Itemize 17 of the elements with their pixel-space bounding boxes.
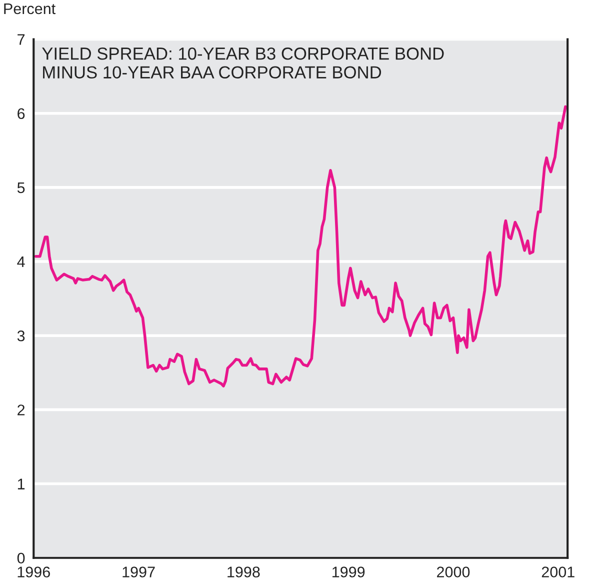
y-tick-label: 4 <box>17 256 25 268</box>
x-tick-label: 1997 <box>122 566 155 578</box>
x-tick-label: 1996 <box>18 566 50 578</box>
x-tick-label: 2000 <box>437 566 470 578</box>
y-tick-label: 1 <box>18 478 25 490</box>
y-tick-label: 3 <box>17 330 25 342</box>
text: YIELD SPREAD: 10-YEAR B3 CORPORATE BOND MINUS 10-YEAR BAA CORPORATE BOND <box>42 48 444 78</box>
y-axis-title: Percent <box>4 3 56 14</box>
x-tick-label: 1999 <box>332 566 365 578</box>
y-tick-label: 5 <box>17 182 25 194</box>
line-series <box>34 105 567 388</box>
x-tick-label: 1998 <box>228 566 260 578</box>
x-tick-label: 2001 <box>542 566 574 578</box>
y-tick-label: 0 <box>17 552 25 564</box>
y-tick-label: 6 <box>18 108 25 120</box>
y-tick-label: 2 <box>18 404 25 416</box>
y-tick-label: 7 <box>18 34 25 45</box>
